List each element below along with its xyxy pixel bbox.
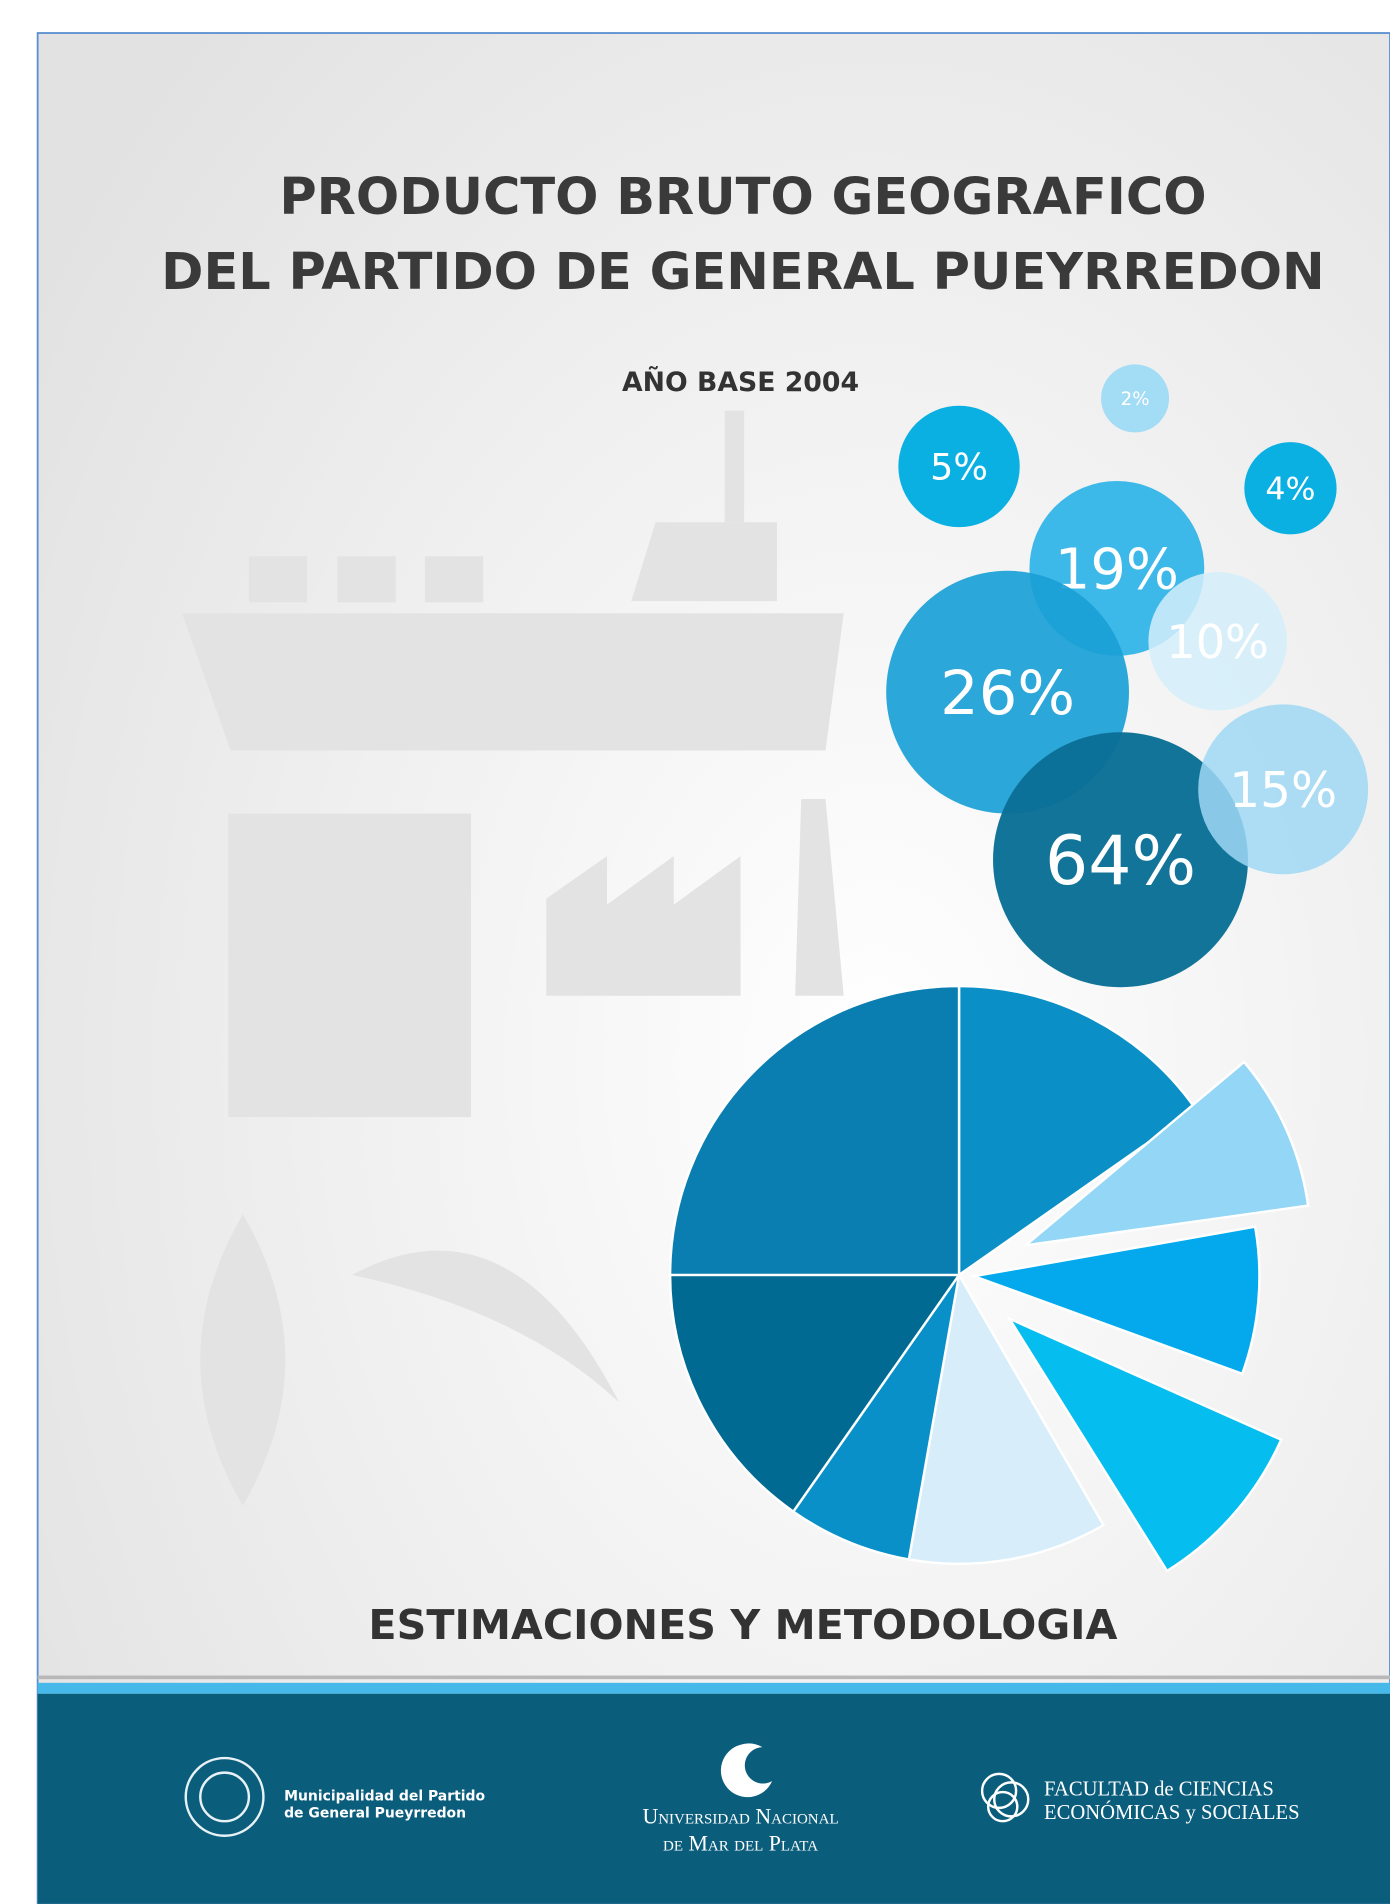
page: PRODUCTO BRUTO GEOGRAFICO DEL PARTIDO DE… bbox=[0, 0, 1390, 1904]
bubble-label: 26% bbox=[940, 659, 1075, 729]
rule bbox=[38, 1683, 1390, 1694]
bubble-label: 64% bbox=[1045, 822, 1196, 901]
logo-text: FACULTAD de CIENCIAS bbox=[1044, 1779, 1274, 1801]
bubble-label: 4% bbox=[1265, 472, 1315, 508]
bubble-label: 15% bbox=[1229, 763, 1337, 819]
subtitle: AÑO BASE 2004 bbox=[622, 366, 859, 398]
footer-title: ESTIMACIONES Y METODOLOGIA bbox=[368, 1601, 1117, 1649]
bubble-label: 10% bbox=[1166, 615, 1269, 669]
bubble-label: 2% bbox=[1121, 389, 1150, 410]
logo-text: Universidad Nacional bbox=[642, 1805, 838, 1829]
logo-text: Municipalidad del Partido bbox=[284, 1789, 485, 1805]
title-line: PRODUCTO BRUTO GEOGRAFICO bbox=[279, 168, 1206, 227]
rule bbox=[38, 1676, 1390, 1680]
bubble-label: 5% bbox=[930, 446, 988, 489]
logo-text: de Mar del Plata bbox=[663, 1831, 818, 1855]
title-line: DEL PARTIDO DE GENERAL PUEYRREDON bbox=[161, 243, 1325, 302]
cover: PRODUCTO BRUTO GEOGRAFICO DEL PARTIDO DE… bbox=[0, 0, 1390, 1904]
logo-text: de General Pueyrredon bbox=[284, 1806, 466, 1822]
logo-text: ECONÓMICAS y SOCIALES bbox=[1044, 1800, 1300, 1824]
